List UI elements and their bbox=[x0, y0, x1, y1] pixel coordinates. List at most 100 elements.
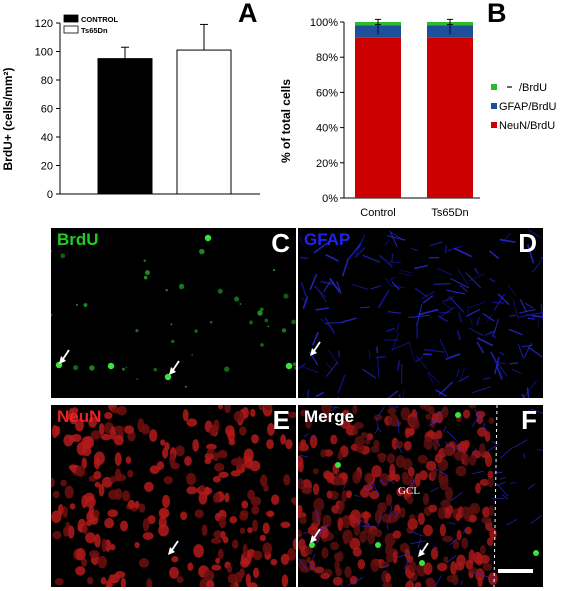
merge-neun-cell bbox=[364, 438, 371, 445]
gfap-fiber bbox=[377, 289, 390, 309]
neun-cell bbox=[201, 524, 208, 536]
neun-cell bbox=[242, 543, 248, 558]
merge-neun-cell bbox=[455, 513, 461, 521]
merge-neun-cell bbox=[299, 443, 310, 452]
merge-neun-cell bbox=[379, 502, 387, 513]
neun-cell bbox=[262, 542, 273, 555]
merge-gfap-fiber bbox=[379, 479, 388, 487]
gfap-fiber bbox=[518, 308, 536, 314]
merge-neun-cell bbox=[405, 580, 415, 587]
merge-neun-cell bbox=[298, 516, 307, 525]
neun-cell bbox=[158, 508, 170, 519]
neun-cell bbox=[75, 547, 86, 561]
neun-cell bbox=[93, 470, 102, 480]
neun-cell bbox=[280, 434, 287, 445]
brdu-speck bbox=[267, 325, 270, 328]
gfap-fiber bbox=[389, 261, 401, 264]
merge-gfap-fiber bbox=[473, 447, 477, 456]
gfap-fiber bbox=[524, 302, 534, 309]
neun-cell bbox=[149, 465, 160, 475]
merge-gfap-fiber bbox=[449, 491, 463, 502]
brdu-positive-cell bbox=[164, 373, 172, 381]
merge-neun-cell bbox=[353, 421, 364, 429]
gfap-fiber bbox=[386, 235, 406, 241]
merge-neun-cell bbox=[346, 491, 352, 499]
neun-cell bbox=[247, 527, 253, 534]
merge-neun-cell bbox=[403, 440, 412, 451]
gfap-fiber bbox=[337, 396, 339, 398]
gfap-fiber bbox=[329, 277, 341, 293]
merge-gfap-fiber bbox=[306, 559, 316, 571]
chart-a-ytick-label: 0 bbox=[47, 189, 53, 201]
gfap-fiber bbox=[414, 287, 428, 298]
merge-neun-cell bbox=[428, 504, 438, 513]
neun-cell bbox=[93, 457, 101, 470]
merge-neun-cell bbox=[450, 561, 457, 575]
arrow-head bbox=[169, 367, 176, 375]
merge-neun-cell bbox=[430, 547, 439, 560]
merge-neun-cell bbox=[469, 514, 477, 523]
neun-cell bbox=[57, 504, 64, 516]
gfap-fiber bbox=[424, 348, 445, 353]
gfap-fiber bbox=[325, 253, 339, 262]
chart-a-bar-ts65dn bbox=[176, 49, 232, 195]
gfap-fiber bbox=[468, 301, 486, 309]
merge-neun-cell bbox=[443, 556, 449, 563]
neun-cell bbox=[227, 573, 238, 584]
merge-neun-cell bbox=[407, 518, 418, 530]
gfap-fiber bbox=[298, 363, 306, 370]
micrograph-merge-image bbox=[298, 405, 543, 587]
chart-b-legend-swatch bbox=[491, 103, 497, 109]
neun-cell bbox=[109, 544, 116, 551]
gfap-fiber bbox=[325, 362, 333, 370]
neun-cell bbox=[280, 521, 291, 529]
merge-neun-cell bbox=[423, 436, 433, 450]
neun-cell bbox=[224, 492, 230, 503]
chart-b-legend-label: GFAP/BrdU bbox=[499, 101, 557, 113]
neun-cell bbox=[287, 411, 296, 419]
merge-neun-cell bbox=[488, 572, 498, 585]
neun-cell bbox=[74, 418, 84, 432]
gfap-fiber bbox=[493, 293, 506, 311]
merge-neun-cell bbox=[408, 560, 417, 573]
gfap-fiber bbox=[498, 351, 505, 356]
brdu-speck bbox=[260, 343, 264, 347]
gfap-fiber bbox=[458, 312, 463, 323]
merge-neun-cell bbox=[407, 466, 415, 478]
micrograph-gfap-label: GFAP bbox=[304, 230, 351, 249]
neun-cell bbox=[81, 494, 88, 509]
gfap-fiber bbox=[519, 299, 527, 312]
merge-neun-cell bbox=[341, 489, 348, 503]
gfap-fiber bbox=[458, 375, 470, 383]
brdu-speck bbox=[217, 288, 223, 294]
merge-gfap-fiber bbox=[372, 483, 380, 496]
neun-cell bbox=[206, 443, 217, 450]
gfap-fiber bbox=[309, 273, 318, 291]
merge-neun-cell bbox=[323, 413, 331, 421]
micrograph-gfap-letter: D bbox=[518, 228, 537, 258]
chart-b-ytick-label: 80% bbox=[316, 52, 338, 64]
gfap-fiber bbox=[384, 277, 390, 284]
merge-gfap-fiber bbox=[443, 425, 447, 432]
gfap-fiber bbox=[436, 267, 453, 276]
brdu-speck bbox=[60, 253, 66, 259]
neun-cell bbox=[232, 539, 239, 549]
neun-cell bbox=[280, 553, 290, 565]
micrograph-brdu-letter: C bbox=[271, 228, 290, 258]
neun-cell bbox=[134, 541, 140, 549]
merge-gfap-fiber bbox=[510, 482, 517, 484]
gfap-fiber bbox=[438, 311, 452, 314]
brdu-speck bbox=[259, 307, 264, 312]
merge-neun-cell bbox=[452, 539, 460, 550]
merge-gfap-fiber bbox=[386, 523, 389, 530]
gfap-fiber bbox=[387, 311, 402, 314]
neun-cell bbox=[224, 405, 231, 414]
merge-neun-cell bbox=[381, 513, 390, 523]
chart-b-legend-swatch bbox=[491, 84, 497, 90]
neun-cell bbox=[94, 533, 101, 548]
gfap-fiber bbox=[389, 276, 396, 282]
chart-b-legend-label: /BrdU bbox=[519, 82, 547, 94]
merge-neun-cell bbox=[387, 407, 397, 415]
merge-neun-cell bbox=[335, 567, 343, 577]
merge-gfap-fiber bbox=[446, 554, 457, 564]
